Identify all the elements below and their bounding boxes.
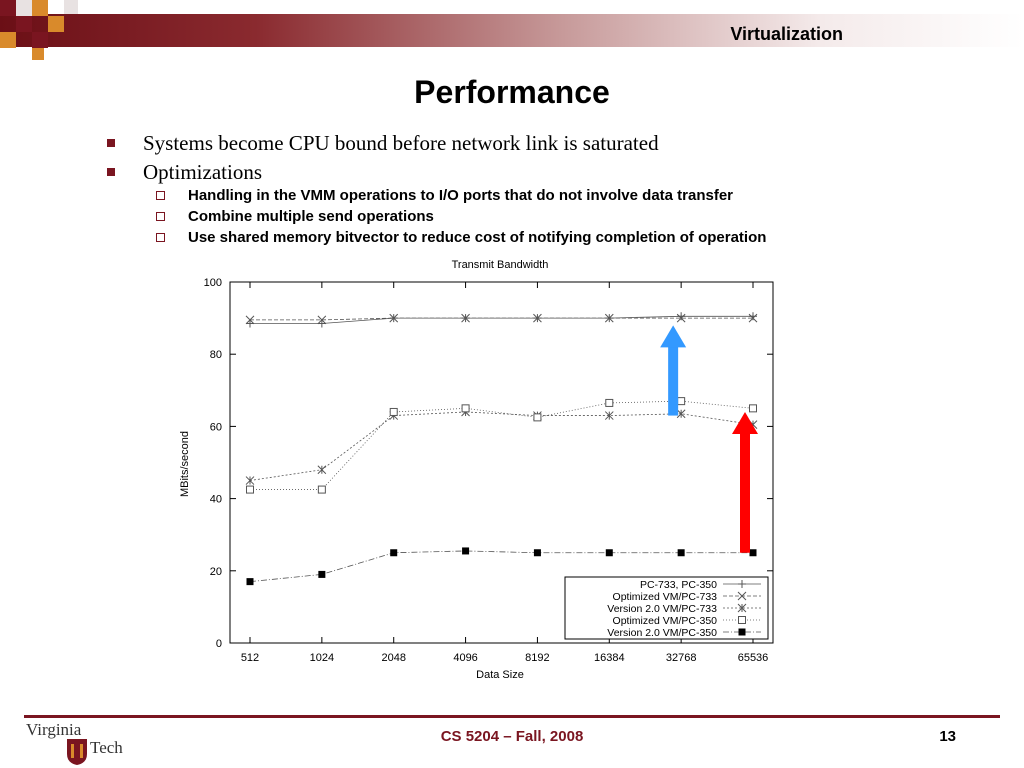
data-point [737, 591, 747, 601]
series-line [249, 411, 754, 481]
data-point [749, 549, 757, 557]
hollow-square-icon [156, 191, 165, 200]
x-tick-label: 65536 [738, 652, 769, 664]
page-number: 13 [939, 728, 956, 745]
x-tick-label: 4096 [453, 652, 477, 664]
hollow-square-icon [156, 212, 165, 221]
legend-box [564, 576, 769, 640]
x-tick-label: 512 [241, 652, 259, 664]
x-tick-label: 32768 [666, 652, 697, 664]
y-tick-label: 20 [210, 566, 222, 578]
data-point [317, 465, 327, 475]
data-point [604, 411, 614, 420]
sub-bullet-text: Combine multiple send operations [188, 208, 434, 225]
sub-bullet-text: Handling in the VMM operations to I/O po… [188, 187, 734, 204]
bandwidth-chart: Transmit Bandwidth Data Size MBits/secon… [179, 259, 774, 681]
data-point [317, 485, 326, 494]
data-point [605, 398, 614, 407]
header-banner [0, 14, 1024, 47]
data-point [677, 397, 686, 406]
data-point [676, 313, 686, 323]
x-tick-label: 16384 [594, 652, 625, 664]
series-line [250, 400, 754, 490]
legend-label: PC-733, PC-350 [640, 579, 717, 591]
footer-rule [24, 715, 1000, 718]
data-point [246, 578, 254, 586]
logo-shield-icon [67, 739, 87, 765]
data-point [738, 616, 746, 624]
series-line [249, 550, 753, 583]
bullet-text: Systems become CPU bound before network … [143, 131, 659, 155]
plot-frame [229, 281, 774, 644]
header-decoration [0, 0, 80, 60]
data-point [317, 315, 327, 325]
y-tick-label: 80 [210, 349, 222, 361]
x-tick-label: 2048 [381, 652, 405, 664]
data-point [245, 315, 255, 325]
data-point [749, 312, 757, 321]
data-point [676, 409, 686, 419]
series-group [245, 313, 758, 325]
x-tick-label: 1024 [310, 652, 334, 664]
bullet-text: Optimizations [143, 160, 262, 184]
data-point [462, 547, 470, 555]
bullet-square-icon [107, 168, 115, 176]
y-tick-label: 60 [210, 421, 222, 433]
data-point [737, 603, 747, 613]
data-point [533, 413, 542, 422]
data-point [533, 549, 541, 557]
data-point [677, 549, 685, 557]
data-point [677, 312, 686, 321]
data-point [390, 549, 398, 557]
x-axis-label: Data Size [476, 669, 524, 681]
data-point [389, 313, 399, 323]
legend-label: Optimized VM/PC-350 [613, 615, 718, 627]
series-line [250, 315, 753, 324]
header-title: Virtualization [730, 24, 843, 44]
bullet-square-icon [107, 139, 115, 147]
data-point [245, 476, 255, 485]
legend-label: Version 2.0 VM/PC-733 [607, 603, 717, 615]
chart-title: Transmit Bandwidth [452, 259, 549, 271]
data-point [738, 628, 746, 636]
data-point [317, 319, 326, 328]
series-group [246, 547, 757, 586]
data-point [246, 485, 254, 494]
x-tick-label: 8192 [525, 652, 549, 664]
data-point [748, 313, 758, 323]
series-group [246, 397, 757, 494]
data-point [318, 570, 326, 578]
data-point [749, 404, 757, 413]
data-point [604, 313, 614, 323]
y-tick-label: 0 [216, 638, 222, 650]
hollow-square-icon [156, 233, 165, 242]
y-tick-label: 100 [204, 277, 222, 289]
y-axis-label: MBits/second [179, 431, 191, 497]
data-point [605, 549, 613, 557]
data-point [533, 313, 542, 323]
annotation-arrow [660, 325, 687, 416]
slide-title: Performance [414, 74, 610, 110]
data-point [389, 407, 398, 416]
logo-text-bottom: Tech [90, 738, 123, 757]
data-point [461, 404, 470, 413]
logo-text-top: Virginia [26, 720, 82, 739]
data-point [738, 580, 746, 588]
data-point [246, 319, 254, 328]
virginia-tech-logo: Virginia Tech [26, 718, 136, 768]
y-tick-label: 40 [210, 494, 222, 506]
series-group [245, 407, 758, 485]
annotation-arrow [732, 411, 758, 553]
legend-label: Version 2.0 VM/PC-350 [607, 627, 717, 639]
footer-course: CS 5204 – Fall, 2008 [440, 728, 584, 745]
legend-label: Optimized VM/PC-733 [613, 591, 718, 603]
data-point [461, 313, 470, 323]
sub-bullet-text: Use shared memory bitvector to reduce co… [188, 229, 767, 246]
